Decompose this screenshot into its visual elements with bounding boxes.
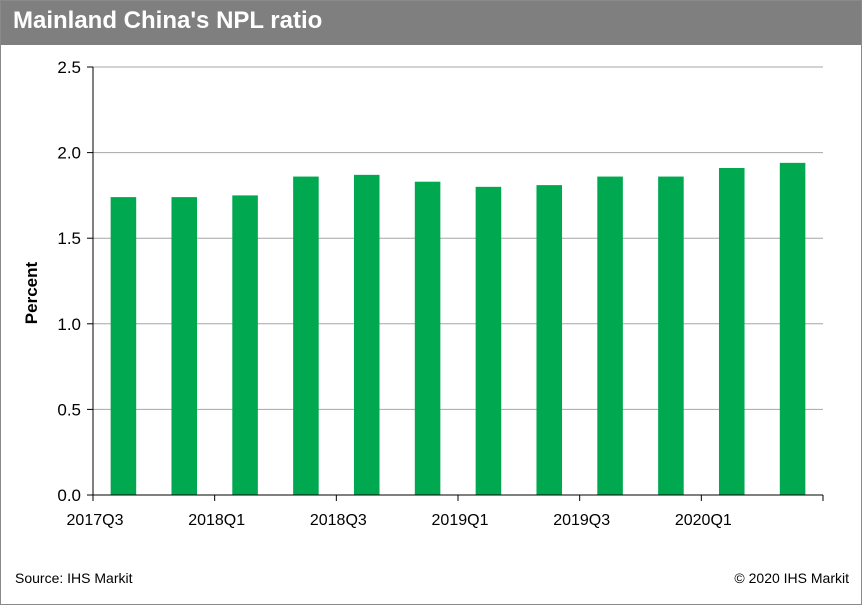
bar <box>597 176 623 495</box>
y-tick-label: 1.5 <box>57 229 81 248</box>
bar <box>171 197 198 495</box>
bar <box>353 174 380 495</box>
gridlines <box>93 66 823 410</box>
bar <box>110 197 137 495</box>
bar <box>414 181 441 496</box>
y-tick-label: 0.5 <box>57 400 81 419</box>
x-tick-label: 2018Q1 <box>188 512 245 529</box>
y-tick-label: 1.0 <box>57 315 81 334</box>
bar <box>475 186 502 495</box>
axes: 0.0 0.5 1.0 1.5 2.0 2.5 2017Q3 2018Q1 2018Q3 2019… <box>57 58 824 529</box>
y-tick-label: 2.5 <box>57 58 81 77</box>
bar-chart: 0.0 0.5 1.0 1.5 2.0 2.5 2017Q3 2018Q1 2018Q3 2019… <box>22 58 824 529</box>
chart-title: Mainland China's NPL ratio <box>13 7 323 34</box>
bars <box>110 162 806 496</box>
bar <box>718 168 745 495</box>
y-axis-label: Percent <box>22 261 41 324</box>
copyright-note: © 2020 IHS Markit <box>734 570 849 586</box>
x-tick-label: 2019Q1 <box>432 512 489 529</box>
x-tick-label: 2017Q3 <box>67 512 124 529</box>
y-tick-label: 2.0 <box>57 144 81 163</box>
bar <box>293 176 319 495</box>
y-tick-label: 0.0 <box>57 486 81 505</box>
bar <box>658 176 684 495</box>
title-bar: Mainland China's NPL ratio <box>1 1 861 45</box>
bar <box>232 195 258 495</box>
x-tick-label: 2019Q3 <box>553 512 610 529</box>
x-tick-label: 2018Q3 <box>310 512 367 529</box>
source-note: Source: IHS Markit <box>15 570 133 586</box>
bar <box>536 185 563 496</box>
x-tick-label: 2020Q1 <box>675 512 732 529</box>
bar <box>779 162 806 495</box>
